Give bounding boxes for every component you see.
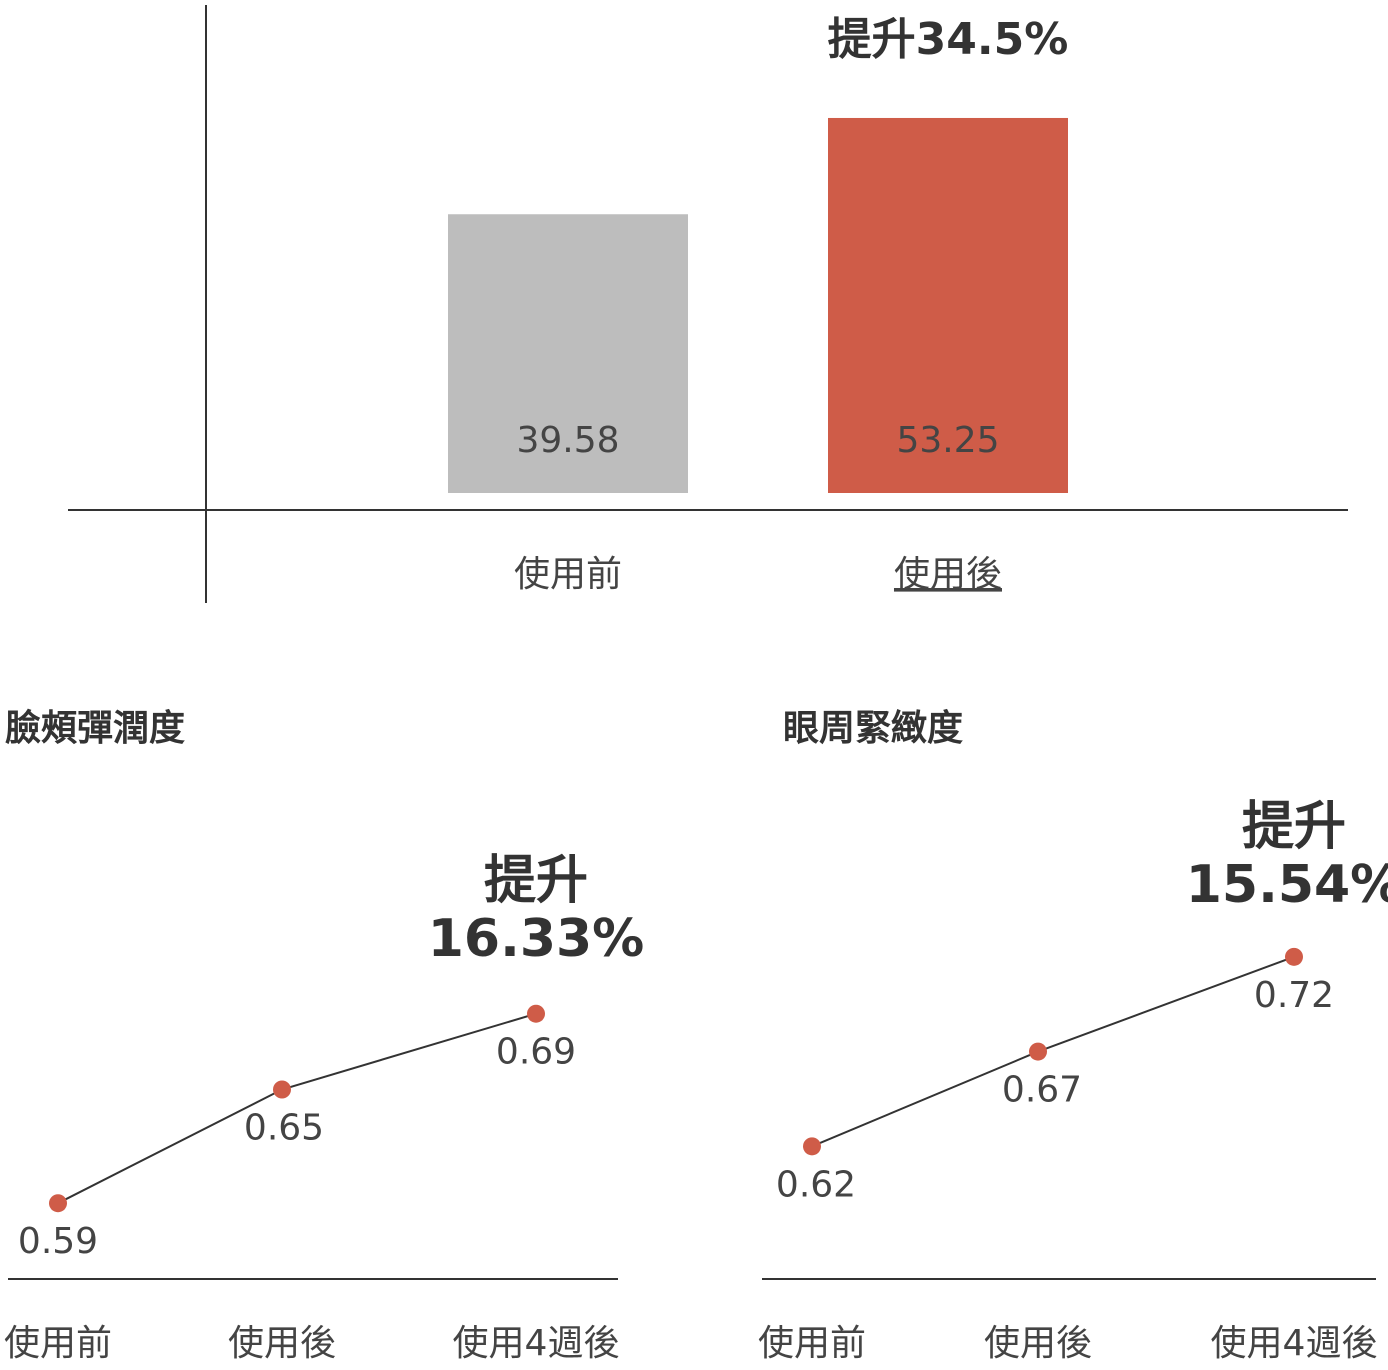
annotation: 提升 [484, 851, 588, 911]
value-label: 0.69 [496, 1032, 576, 1073]
point [803, 1137, 821, 1156]
x-tick-label: 使用前 [514, 554, 622, 595]
annotation: 15.54% [1186, 855, 1388, 915]
value-label: 53.25 [896, 420, 999, 461]
point [273, 1080, 291, 1099]
value-label: 0.65 [244, 1108, 324, 1149]
x-tick-label: 使用後 [984, 1323, 1092, 1364]
point [1029, 1042, 1047, 1061]
value-label: 0.62 [776, 1164, 856, 1205]
x-tick-label: 使用前 [4, 1323, 112, 1364]
value-label: 0.72 [1254, 975, 1334, 1016]
value-label: 0.67 [1002, 1070, 1082, 1111]
x-tick-label: 使用4週後 [1211, 1323, 1378, 1364]
bar [448, 214, 688, 493]
annotation: 16.33% [428, 909, 645, 969]
chart-title: 臉頰彈潤度 [5, 708, 185, 749]
x-tick-label: 使用後 [228, 1323, 336, 1364]
point [527, 1004, 545, 1023]
annotation: 提升 [1242, 797, 1346, 857]
x-tick-label: 使用後 [894, 554, 1002, 595]
x-tick-label: 使用前 [758, 1323, 866, 1364]
line [811, 955, 1295, 1148]
value-label: 39.58 [516, 420, 619, 461]
chart-title: 眼周緊緻度 [783, 708, 963, 749]
point [1285, 947, 1303, 966]
annotation: 提升34.5% [828, 14, 1069, 65]
x-tick-label: 使用4週後 [453, 1323, 620, 1364]
point [49, 1194, 67, 1213]
value-label: 0.59 [18, 1221, 98, 1262]
bar [828, 117, 1068, 493]
